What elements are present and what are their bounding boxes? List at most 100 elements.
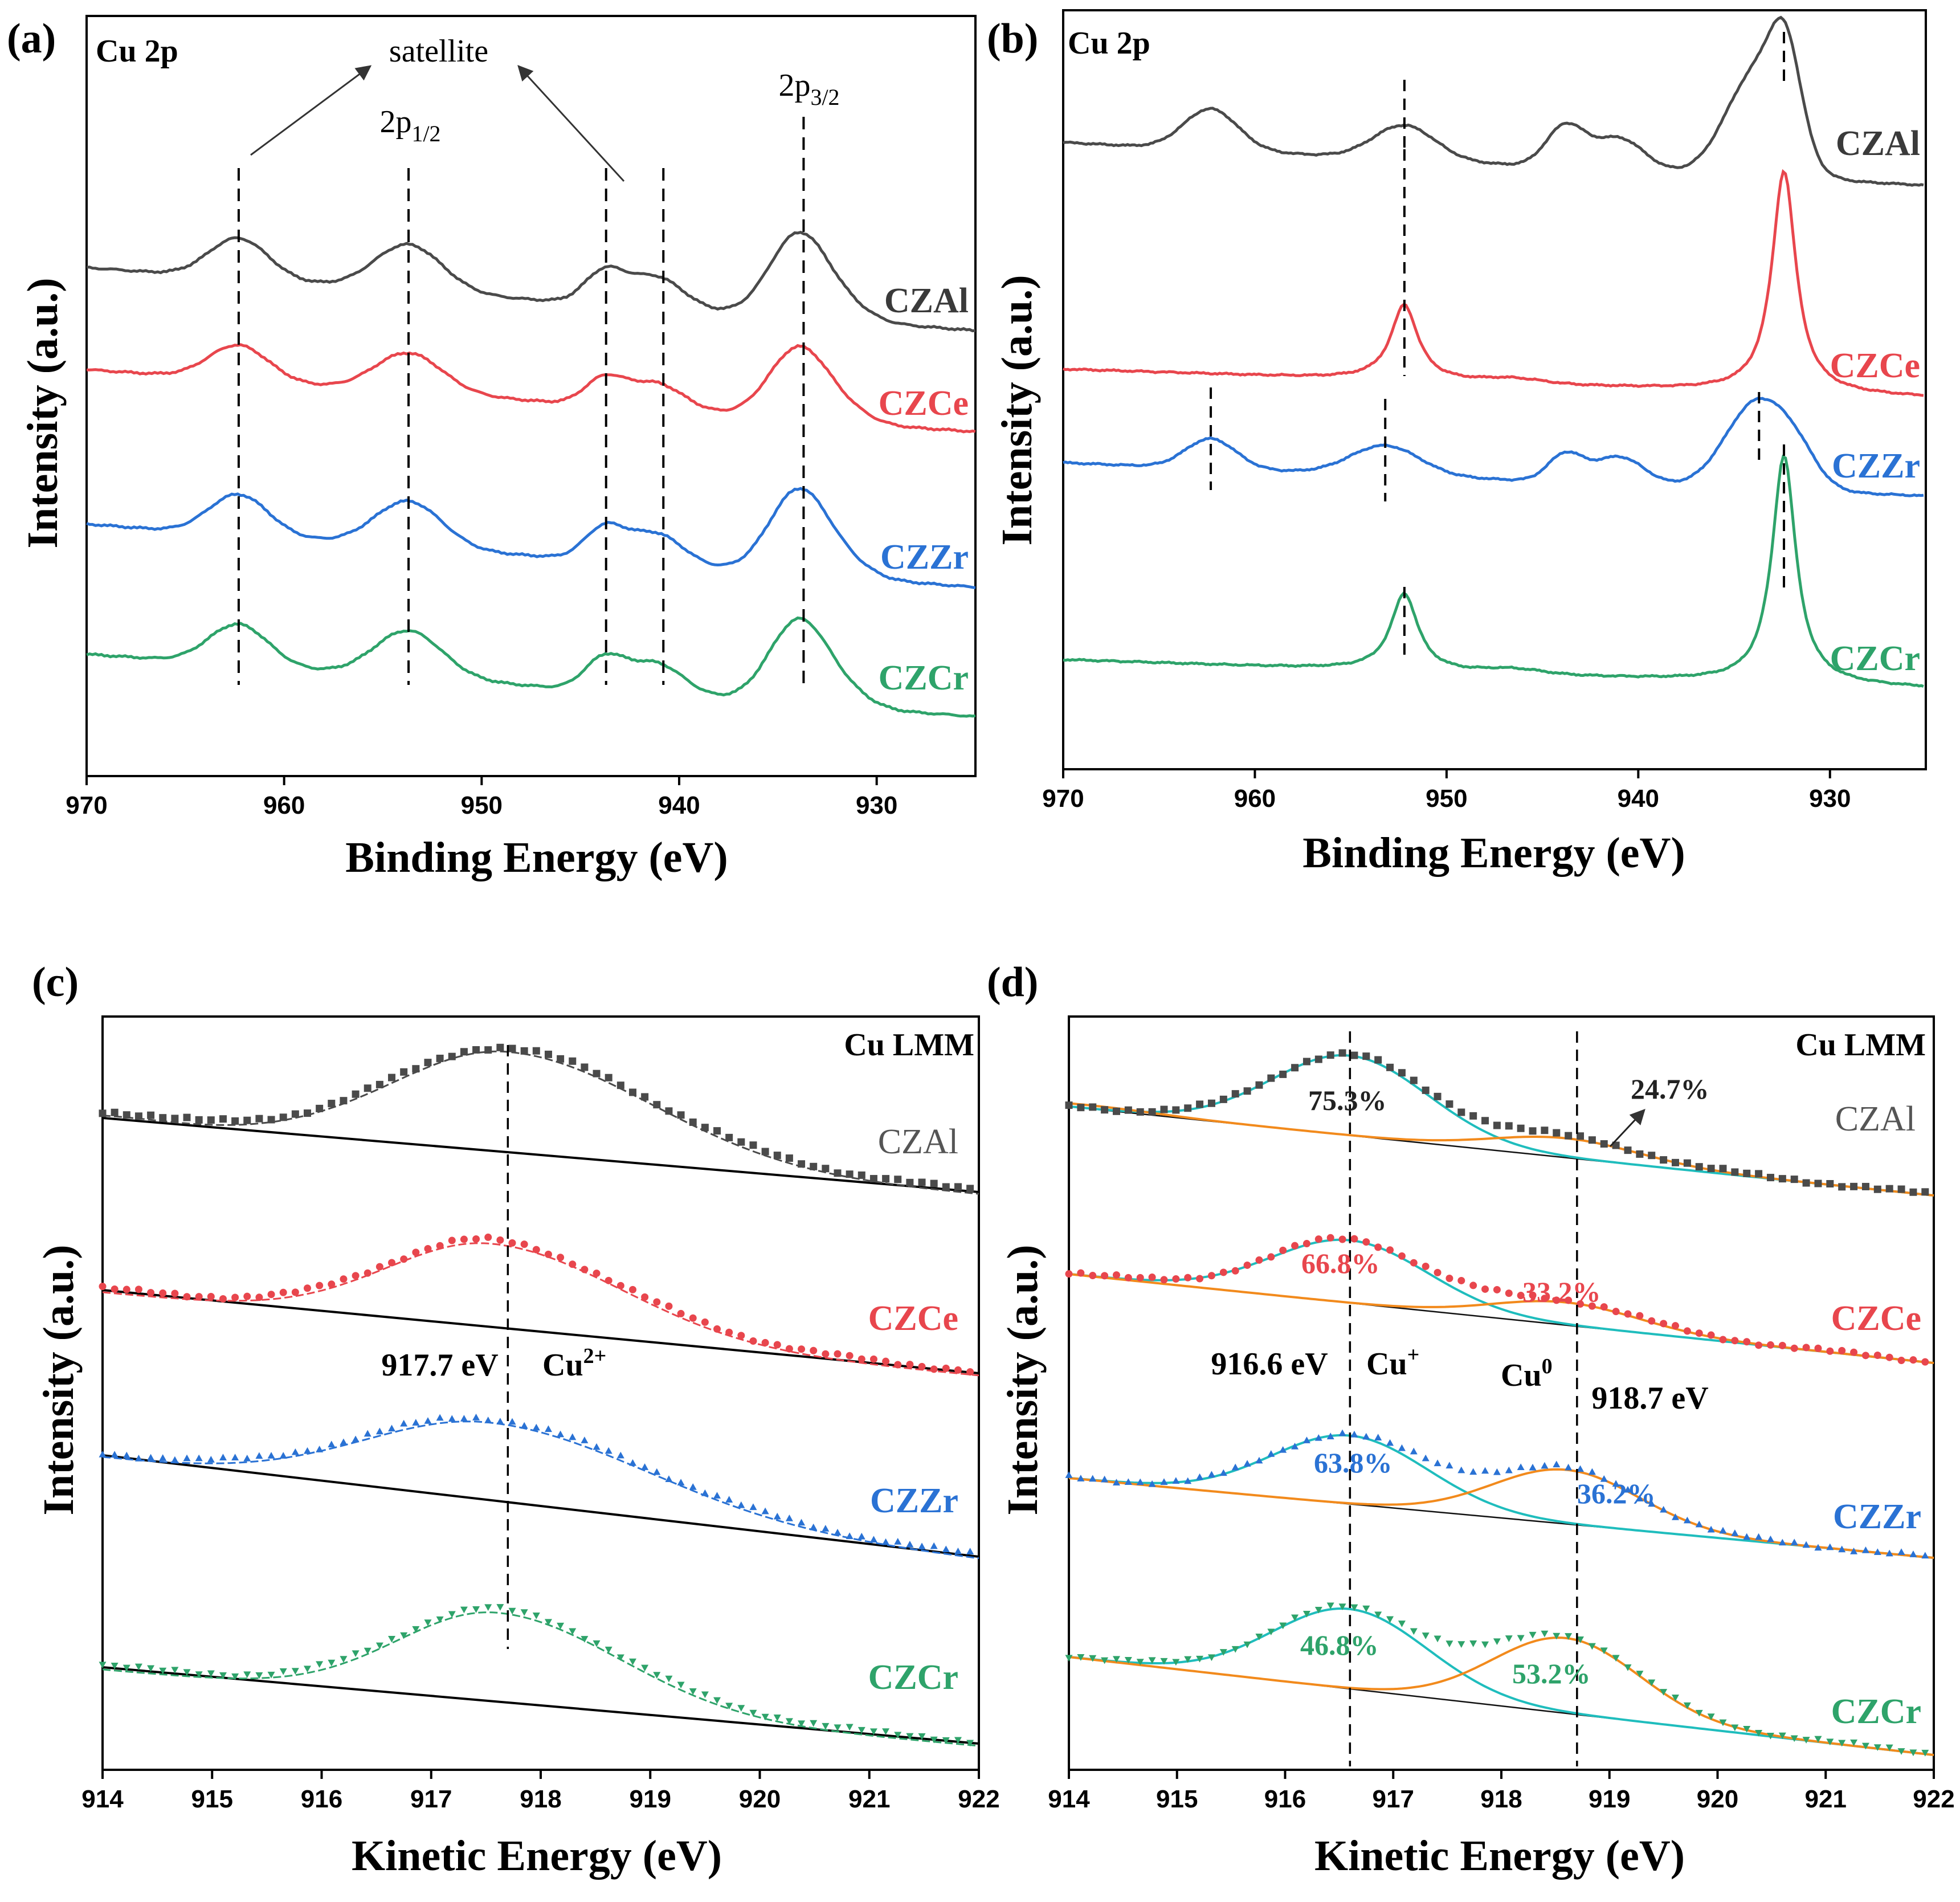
point-c-czzr [484,1417,492,1423]
point-d-czzr [1909,1550,1917,1557]
panel-d-tick-label-921: 921 [1805,1785,1847,1813]
point-c-czce [448,1236,456,1244]
panel-c-title: Cu LMM [844,1027,974,1063]
point-c-czce [267,1291,275,1299]
point-c-czcr [677,1681,685,1689]
point-d-czcr [1231,1646,1239,1653]
point-c-czal [460,1048,468,1056]
point-d-czcr [1160,1658,1168,1665]
panel-c-tick-label-918: 918 [520,1785,561,1813]
species-label-cu0: Cu0 [1501,1354,1553,1393]
panel-d-plot: 914 915 916 917 918 919 920 921 922 [1048,1015,1955,1813]
point-d-czzr [1314,1434,1322,1441]
point-c-czal [340,1097,348,1105]
point-d-czal [1422,1086,1430,1094]
point-c-czal [532,1047,540,1055]
panel-a-label: (a) [7,15,56,62]
point-d-czcr [1243,1641,1251,1648]
point-d-czce [1196,1275,1204,1283]
panel-a-tick-label-940: 940 [658,791,700,819]
point-c-czal [581,1063,589,1071]
point-c-czal [291,1110,299,1118]
point-c-czce [231,1293,239,1301]
point-c-czal [484,1046,492,1054]
point-d-czcr [1410,1628,1418,1635]
point-c-czal [616,1081,624,1089]
point-d-czal [1565,1132,1573,1140]
panel-a-plot: 970 960 950 940 930 [66,15,977,819]
point-d-czzr [1707,1525,1715,1533]
point-d-czce [1160,1276,1168,1284]
point-c-czzr [472,1414,480,1421]
point-d-czcr [1909,1749,1917,1757]
point-d-czzr [1457,1466,1465,1474]
point-c-czcr [581,1636,589,1643]
point-c-czcr [231,1673,239,1680]
point-d-czce [1231,1267,1239,1275]
point-d-czcr [1778,1732,1786,1740]
point-d-czzr [1861,1546,1869,1553]
point-d-czzr [1505,1466,1513,1474]
point-c-czzr [954,1548,962,1554]
point-d-czce [1314,1235,1322,1243]
point-c-czal [954,1183,962,1191]
point-d-czal [1136,1108,1144,1116]
point-c-czce [737,1332,745,1340]
point-d-czce [1707,1331,1715,1339]
point-d-czce [1766,1341,1774,1349]
point-d-czce [1600,1303,1608,1311]
point-d-czce [1683,1327,1691,1335]
series-label-b-czzr: CZZr [1832,447,1920,485]
point-c-czcr [918,1733,926,1740]
point-d-czal [1695,1163,1703,1171]
point-d-czal [1553,1129,1561,1137]
point-c-czce [424,1244,432,1252]
point-c-czcr [785,1718,793,1725]
panel-c-tick-label-921: 921 [848,1785,890,1813]
point-d-czzr [1302,1436,1310,1443]
species-label-cu0-sup: 0 [1542,1354,1553,1378]
point-c-czal [219,1115,227,1123]
point-d-czal [1457,1108,1465,1116]
point-c-czzr [134,1455,142,1462]
species-label-c-main: Cu [542,1348,583,1383]
point-c-czzr [448,1415,456,1422]
panel-c-tick-label-917: 917 [410,1785,452,1813]
point-c-czzr [894,1538,902,1545]
series-label-c-czzr: CZZr [870,1481,958,1520]
point-d-czzr [1386,1439,1394,1446]
point-c-czcr [291,1668,299,1675]
point-d-czce [1565,1296,1573,1304]
point-d-czzr [1921,1552,1929,1559]
point-d-czcr [1469,1640,1477,1647]
point-c-czal [785,1154,793,1162]
point-d-czzr [1196,1473,1204,1480]
point-d-czal [1885,1185,1893,1193]
point-d-czzr [1873,1548,1881,1556]
panel-b-tick-label-960: 960 [1234,785,1276,813]
point-c-czce [701,1318,709,1326]
point-d-czal [1778,1175,1786,1183]
point-c-czal [737,1138,745,1146]
panel-d-label: (d) [987,959,1038,1006]
point-c-czcr [340,1656,348,1663]
point-c-czal [882,1175,890,1183]
point-c-czzr [906,1540,914,1548]
point-c-czcr [412,1626,420,1633]
point-c-czzr [508,1418,516,1425]
point-c-czcr [328,1659,336,1667]
annotation-2p12-sub: 1/2 [411,121,440,146]
point-c-czce [593,1270,601,1277]
point-d-czal [1065,1101,1073,1109]
panel-d-tick-label-915: 915 [1156,1785,1198,1813]
panel-d-tick-label-916: 916 [1264,1785,1306,1813]
point-c-czal [316,1104,324,1112]
point-d-czzr [1326,1432,1334,1439]
point-d-czcr [1148,1657,1156,1664]
point-d-czcr [1838,1740,1846,1747]
point-c-czcr [628,1658,636,1666]
point-c-czal [122,1111,130,1119]
point-c-czcr [508,1607,516,1615]
point-c-czzr [713,1492,721,1499]
point-c-czzr [340,1438,348,1446]
